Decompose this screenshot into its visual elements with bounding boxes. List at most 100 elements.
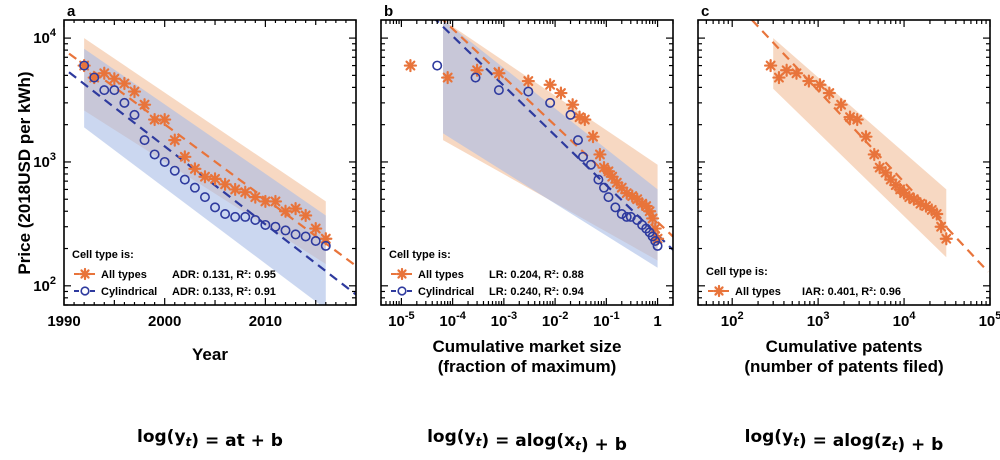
data-point-cylindrical bbox=[320, 240, 331, 251]
data-point-cylindrical bbox=[189, 182, 200, 193]
panel-c: 102 103 104 105 c Cumulative patents(number o… bbox=[697, 3, 1000, 455]
asterisk-stroke bbox=[611, 177, 622, 188]
data-point-all_types bbox=[919, 199, 933, 213]
data-point-cylindrical bbox=[470, 72, 481, 83]
data-point-cylindrical bbox=[210, 202, 221, 213]
y-tick-label: 103 bbox=[33, 151, 56, 171]
data-point-cylindrical bbox=[250, 214, 261, 225]
band-cylindrical bbox=[443, 20, 658, 268]
data-point-cylindrical bbox=[598, 182, 609, 193]
legend-label: Cylindrical bbox=[101, 286, 157, 298]
x-tick-label: 1990 bbox=[47, 313, 80, 330]
legend-marker-asterisk bbox=[78, 267, 92, 281]
data-point-all_types bbox=[268, 194, 283, 209]
plot-area bbox=[751, 20, 989, 273]
asterisk-stroke bbox=[824, 88, 835, 99]
asterisk-stroke bbox=[647, 213, 658, 224]
asterisk-stroke bbox=[921, 201, 931, 212]
data-point-all_types bbox=[441, 70, 455, 85]
data-point-cylindrical bbox=[199, 192, 210, 203]
asterisk-stroke bbox=[574, 112, 585, 123]
asterisk-stroke bbox=[941, 233, 952, 244]
data-point-all_types bbox=[646, 211, 660, 226]
asterisk-stroke bbox=[240, 187, 251, 198]
data-point-all_types bbox=[288, 202, 303, 216]
asterisk-stroke bbox=[714, 286, 724, 296]
data-point-all_types bbox=[934, 220, 948, 234]
legend-stat: ADR: 0.131, R²: 0.95 bbox=[172, 269, 276, 281]
asterisk-stroke bbox=[179, 151, 190, 162]
data-point-cylindrical bbox=[300, 231, 311, 242]
x-axis-label: Cumulative patents bbox=[766, 337, 923, 356]
fit-formula: log(yt) = alog(zt) + b bbox=[745, 427, 944, 455]
asterisk-stroke bbox=[845, 112, 856, 123]
plot-area bbox=[68, 38, 356, 305]
legend-item-cylindrical: Cylindrical LR: 0.240, R²: 0.94 bbox=[391, 286, 585, 298]
asterisk-stroke bbox=[607, 171, 618, 182]
data-point-all_types bbox=[554, 86, 568, 100]
asterisk-stroke bbox=[99, 68, 110, 79]
data-point-cylindrical bbox=[99, 85, 110, 96]
asterisk-stroke bbox=[555, 88, 566, 99]
data-point-cylindrical bbox=[260, 219, 271, 230]
data-point-all_types bbox=[578, 112, 592, 127]
asterisk-stroke bbox=[836, 99, 847, 110]
data-point-all_types bbox=[137, 98, 152, 112]
legend-marker-circle bbox=[397, 286, 407, 296]
asterisk-stroke bbox=[270, 196, 281, 207]
data-point-cylindrical bbox=[109, 85, 120, 96]
asterisk-stroke bbox=[791, 68, 802, 79]
data-point-cylindrical bbox=[290, 229, 301, 240]
data-point-cylindrical bbox=[159, 156, 170, 167]
asterisk-stroke bbox=[621, 188, 632, 199]
data-point-all_types bbox=[107, 72, 121, 86]
panels: 102 103 104 1990 2000 2010 a Year log(yt) = at +… bbox=[33, 3, 1000, 455]
data-point-all_types bbox=[218, 177, 232, 191]
data-point-cylindrical bbox=[230, 211, 241, 222]
data-point-all_types bbox=[543, 78, 557, 92]
x-tick-label: 10-4 bbox=[439, 310, 466, 330]
asterisk-stroke bbox=[869, 149, 880, 160]
asterisk-stroke bbox=[397, 269, 407, 279]
data-point-cylindrical bbox=[119, 97, 130, 108]
legend-title: Cell type is: bbox=[706, 266, 768, 278]
data-point-cylindrical bbox=[432, 60, 443, 71]
asterisk-stroke bbox=[300, 210, 311, 221]
x-tick-label: 10-3 bbox=[491, 310, 517, 330]
legend-label: All types bbox=[418, 269, 464, 281]
asterisk-stroke bbox=[632, 194, 643, 205]
legend-item-all_types: All types ADR: 0.131, R²: 0.95 bbox=[74, 267, 276, 281]
data-point-all_types bbox=[492, 66, 506, 80]
asterisk-stroke bbox=[545, 79, 556, 90]
data-point-cylindrical bbox=[650, 236, 661, 247]
data-point-all_types bbox=[867, 147, 881, 162]
panel-b: 10-5 10-4 10-3 10-2 10-1 1 b Cumulative market … bbox=[380, 3, 674, 455]
data-point-all_types bbox=[228, 182, 242, 197]
data-point-cylindrical bbox=[621, 211, 632, 222]
asterisk-stroke bbox=[169, 135, 180, 146]
y-tick-label: 104 bbox=[33, 27, 57, 47]
data-point-all_types bbox=[117, 76, 132, 91]
asterisk-stroke bbox=[603, 166, 614, 177]
asterisk-stroke bbox=[567, 99, 578, 110]
data-point-all_types bbox=[813, 78, 827, 92]
data-point-cylindrical bbox=[545, 97, 556, 108]
data-point-all_types bbox=[127, 84, 142, 99]
data-point-cylindrical bbox=[616, 209, 627, 220]
legend-item-all_types: All types LR: 0.204, R²: 0.88 bbox=[391, 267, 584, 281]
data-point-all_types bbox=[907, 192, 921, 206]
data-point-cylindrical bbox=[493, 85, 504, 96]
asterisk-stroke bbox=[594, 149, 605, 160]
x-tick-label: 104 bbox=[893, 310, 917, 330]
asterisk-stroke bbox=[280, 206, 291, 217]
data-point-cylindrical bbox=[139, 135, 150, 146]
fit-line-all_types bbox=[441, 20, 673, 238]
fit-line-all_types bbox=[751, 20, 989, 273]
fit-formula: log(yt) = alog(xt) + b bbox=[427, 427, 627, 455]
legend-label: Cylindrical bbox=[418, 286, 474, 298]
data-point-cylindrical bbox=[585, 159, 596, 170]
asterisk-stroke bbox=[405, 60, 416, 71]
x-tick-label: 10-5 bbox=[388, 310, 414, 330]
data-point-all_types bbox=[278, 204, 293, 218]
asterisk-stroke bbox=[931, 209, 942, 219]
